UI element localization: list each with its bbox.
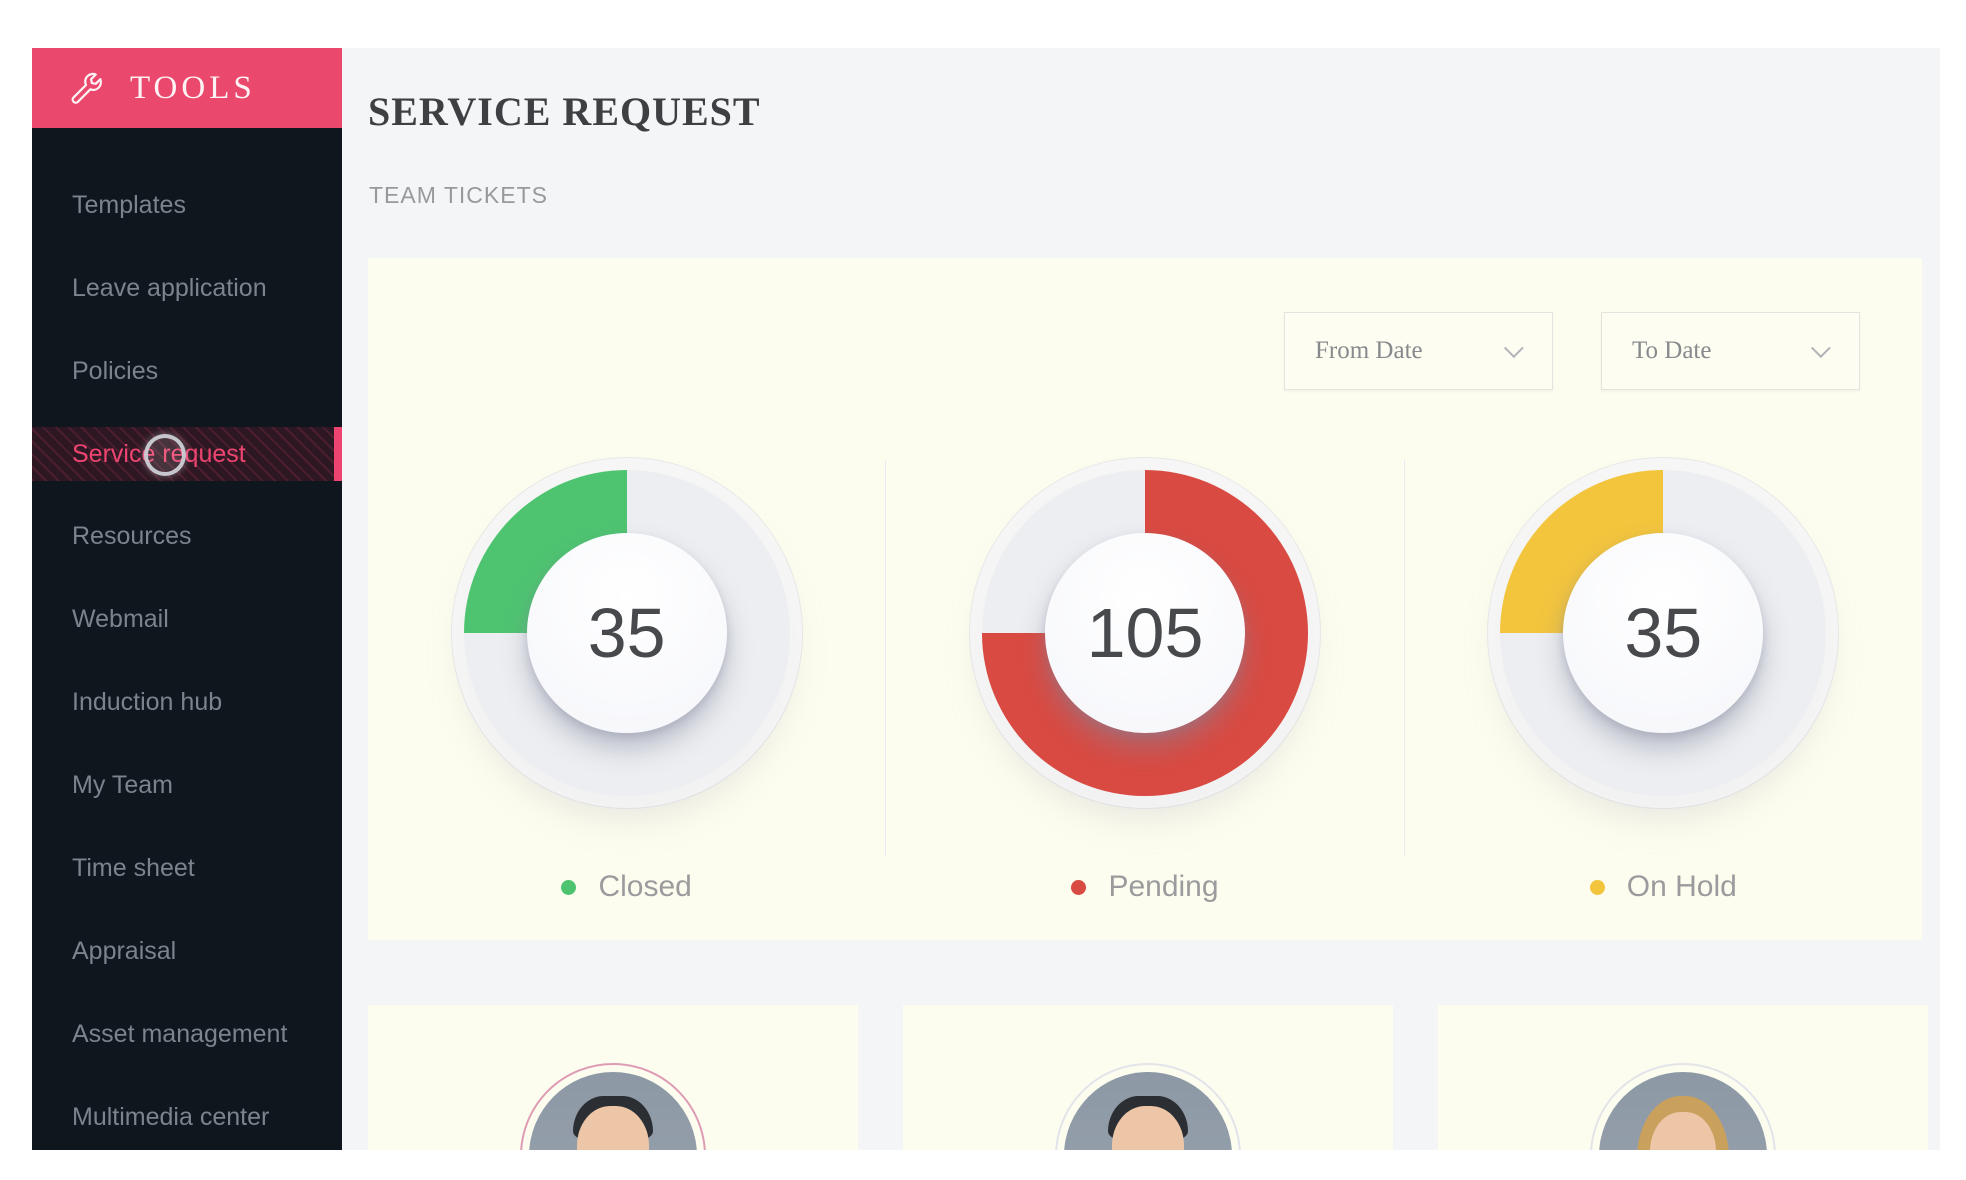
chevron-down-icon <box>1503 338 1524 359</box>
team-tickets-panel: From Date To Date 35 Closed 105 <box>368 258 1922 940</box>
sidebar-item-label: Templates <box>72 191 186 219</box>
sidebar-item-leave-application[interactable]: Leave application <box>32 247 342 330</box>
donut-value: 35 <box>587 594 666 672</box>
app-window: TOOLS Templates Leave application Polici… <box>32 48 1940 1150</box>
man-dark-hair-photo <box>529 1072 697 1150</box>
donut-legend: Pending <box>1071 870 1219 904</box>
man-black-hair-photo <box>1064 1072 1232 1150</box>
sidebar-item-label: My Team <box>72 771 173 799</box>
sidebar-item-label: Appraisal <box>72 937 177 965</box>
to-date-dropdown[interactable]: To Date <box>1601 312 1860 390</box>
sidebar-header: TOOLS <box>32 48 342 128</box>
sidebar-item-time-sheet[interactable]: Time sheet <box>32 827 342 910</box>
to-date-label: To Date <box>1632 337 1712 364</box>
donut-chart-section: 35 Closed <box>368 460 885 904</box>
legend-dot-icon <box>561 879 577 895</box>
avatar-ring <box>1590 1063 1776 1150</box>
donut-chart-section: 105 Pending <box>886 460 1403 904</box>
avatar-ring <box>520 1063 706 1150</box>
section-divider <box>885 460 887 856</box>
legend-label: Closed <box>598 870 692 903</box>
legend-dot-icon <box>1071 879 1087 895</box>
sidebar-menu: Templates Leave application Policies Ser… <box>32 164 342 1150</box>
chevron-down-icon <box>1810 338 1831 359</box>
woman-blonde-hair-photo <box>1599 1072 1767 1150</box>
section-divider <box>1403 460 1405 856</box>
sidebar-item-resources[interactable]: Resources <box>32 495 342 578</box>
wrench-icon <box>68 70 104 106</box>
from-date-label: From Date <box>1315 337 1423 364</box>
donut-chart-section: 35 On Hold <box>1405 460 1922 904</box>
sidebar-item-label: Webmail <box>72 605 169 633</box>
sidebar-item-label: Asset management <box>72 1020 288 1048</box>
sidebar-item-induction-hub[interactable]: Induction hub <box>32 661 342 744</box>
sidebar-item-asset-management[interactable]: Asset management <box>32 993 342 1076</box>
team-member-card[interactable] <box>903 1005 1393 1150</box>
sidebar-title: TOOLS <box>130 69 256 106</box>
page-title: SERVICE REQUEST <box>368 89 761 134</box>
donut-chart: 105 <box>981 470 1308 796</box>
donut-chart: 35 <box>1500 470 1827 796</box>
donut-charts-row: 35 Closed 105 Pending 35 On Hold <box>368 460 1922 904</box>
donut-legend: On Hold <box>1589 870 1737 904</box>
sidebar-item-label: Multimedia center <box>72 1103 270 1131</box>
legend-label: Pending <box>1108 870 1219 903</box>
sidebar-item-templates[interactable]: Templates <box>32 164 342 247</box>
from-date-dropdown[interactable]: From Date <box>1284 312 1553 390</box>
sidebar-item-webmail[interactable]: Webmail <box>32 578 342 661</box>
sidebar-item-appraisal[interactable]: Appraisal <box>32 910 342 993</box>
sidebar: TOOLS Templates Leave application Polici… <box>32 48 342 1150</box>
section-title: TEAM TICKETS <box>369 182 548 208</box>
donut-value: 105 <box>1086 594 1204 672</box>
sidebar-item-label: Induction hub <box>72 688 223 716</box>
legend-label: On Hold <box>1626 870 1737 903</box>
donut-center: 35 <box>526 533 727 733</box>
sidebar-item-label: Service request <box>72 439 246 468</box>
donut-legend: Closed <box>561 870 692 904</box>
team-member-card[interactable] <box>368 1005 858 1150</box>
donut-value: 35 <box>1624 594 1703 672</box>
sidebar-item-service-request[interactable]: Service request <box>32 427 342 481</box>
sidebar-item-label: Resources <box>72 522 192 550</box>
sidebar-item-my-team[interactable]: My Team <box>32 744 342 827</box>
team-cards-row <box>368 1005 1928 1150</box>
legend-dot-icon <box>1589 879 1605 895</box>
sidebar-item-label: Time sheet <box>72 854 195 882</box>
main-content: SERVICE REQUEST TEAM TICKETS From Date T… <box>342 48 1940 1150</box>
sidebar-item-label: Policies <box>72 357 159 385</box>
donut-center: 105 <box>1044 533 1245 733</box>
donut-center: 35 <box>1563 533 1764 733</box>
sidebar-item-multimedia-center[interactable]: Multimedia center <box>32 1076 342 1150</box>
avatar-ring <box>1055 1063 1241 1150</box>
sidebar-item-label: Leave application <box>72 274 267 302</box>
donut-chart: 35 <box>463 470 790 796</box>
sidebar-item-policies[interactable]: Policies <box>32 330 342 413</box>
team-member-card[interactable] <box>1438 1005 1928 1150</box>
